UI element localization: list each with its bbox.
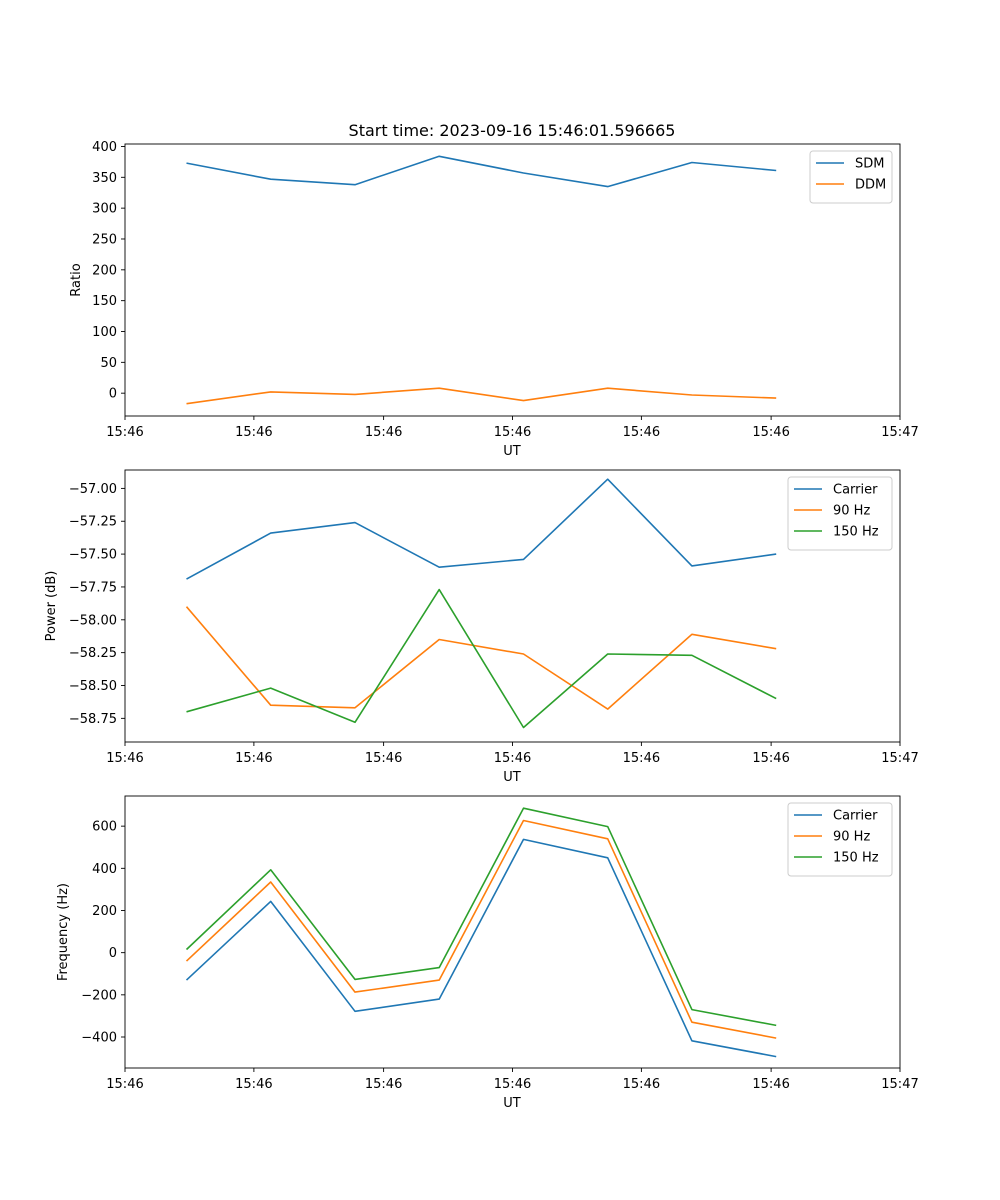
- legend-label-ddm: DDM: [855, 178, 886, 193]
- x-axis-label: UT: [503, 444, 521, 459]
- legend-label-150-hz: 150 Hz: [833, 525, 879, 540]
- power-panel: 15:46 15:46 15:46 15:46 15:46 15:46 15:47 −58.7…: [44, 469, 919, 785]
- ratio-panel: 15:46 15:46 15:46 15:46 15:46 15:46 15:47 0 50 10…: [69, 140, 919, 459]
- y-tick-label: −57.50: [69, 548, 117, 563]
- x-tick-label: 15:46: [623, 425, 660, 440]
- y-tick-label: −58.50: [69, 679, 117, 694]
- y-tick-label: −57.25: [69, 515, 117, 530]
- axes-frame: [124, 795, 901, 1069]
- y-tick-label: −200: [81, 988, 117, 1003]
- x-tick-label: 15:47: [881, 751, 918, 766]
- legend: SDM DDM: [809, 150, 893, 204]
- y-tick-label: 400: [92, 862, 117, 877]
- legend-label-150-hz: 150 Hz: [833, 851, 879, 866]
- y-axis-label: Frequency (Hz): [56, 883, 71, 981]
- x-tick-label: 15:46: [752, 1077, 789, 1092]
- series-line-150-hz: [185, 807, 777, 1027]
- x-tick-label: 15:46: [106, 751, 143, 766]
- y-tick-label: 350: [92, 171, 117, 186]
- x-tick-label: 15:46: [235, 1077, 272, 1092]
- axes-frame: [124, 469, 901, 743]
- y-tick-label: 0: [109, 387, 117, 402]
- y-tick-label: 150: [92, 294, 117, 309]
- axes-frame: [124, 143, 901, 417]
- y-axis-label: Power (dB): [44, 571, 59, 642]
- series-line-carrier: [186, 478, 777, 580]
- y-tick-label: 200: [92, 904, 117, 919]
- x-tick-label: 15:46: [494, 1077, 531, 1092]
- series-line-carrier: [185, 838, 777, 1058]
- legend: Carrier 90 Hz 150 Hz: [787, 802, 893, 877]
- x-tick-label: 15:46: [235, 751, 272, 766]
- legend-label-90-hz: 90 Hz: [833, 504, 870, 519]
- x-tick-label: 15:47: [881, 425, 918, 440]
- legend: Carrier 90 Hz 150 Hz: [787, 476, 893, 551]
- y-tick-label: 50: [100, 356, 117, 371]
- x-tick-label: 15:46: [365, 1077, 402, 1092]
- x-tick-label: 15:46: [365, 425, 402, 440]
- x-tick-label: 15:46: [494, 425, 531, 440]
- legend-label-90-hz: 90 Hz: [833, 830, 870, 845]
- series-line-150-hz: [186, 588, 777, 729]
- series-line-90-hz: [185, 606, 777, 710]
- y-axis-label: Ratio: [69, 263, 84, 296]
- x-tick-label: 15:46: [235, 425, 272, 440]
- x-tick-label: 15:46: [752, 751, 789, 766]
- y-tick-label: 0: [109, 946, 117, 961]
- legend-box: [809, 150, 893, 204]
- series-line-sdm: [186, 155, 777, 188]
- frequency-panel: 15:46 15:46 15:46 15:46 15:46 15:46 15:47 −400 −…: [56, 795, 919, 1111]
- figure-title: Start time: 2023-09-16 15:46:01.596665: [349, 121, 676, 140]
- x-axis-label: UT: [503, 770, 521, 785]
- y-tick-label: −400: [81, 1031, 117, 1046]
- x-tick-label: 15:46: [623, 1077, 660, 1092]
- y-tick-label: −58.25: [69, 646, 117, 661]
- x-tick-label: 15:46: [365, 751, 402, 766]
- y-tick-label: −58.75: [69, 712, 117, 727]
- y-tick-label: 200: [92, 263, 117, 278]
- series-line-90-hz: [185, 819, 777, 1039]
- y-tick-label: 250: [92, 232, 117, 247]
- y-tick-label: 100: [92, 325, 117, 340]
- x-tick-label: 15:46: [494, 751, 531, 766]
- y-tick-label: −58.00: [69, 613, 117, 628]
- x-tick-label: 15:46: [752, 425, 789, 440]
- y-tick-label: −57.00: [69, 482, 117, 497]
- y-tick-label: 300: [92, 202, 117, 217]
- x-tick-label: 15:46: [106, 1077, 143, 1092]
- y-tick-label: −57.75: [69, 580, 117, 595]
- x-tick-label: 15:46: [106, 425, 143, 440]
- y-tick-label: 600: [92, 820, 117, 835]
- legend-label-carrier: Carrier: [833, 809, 878, 824]
- x-axis-label: UT: [503, 1096, 521, 1111]
- legend-label-sdm: SDM: [855, 157, 884, 172]
- legend-label-carrier: Carrier: [833, 483, 878, 498]
- x-tick-label: 15:46: [623, 751, 660, 766]
- y-tick-label: 400: [92, 140, 117, 155]
- x-tick-label: 15:47: [881, 1077, 918, 1092]
- series-line-ddm: [186, 387, 777, 405]
